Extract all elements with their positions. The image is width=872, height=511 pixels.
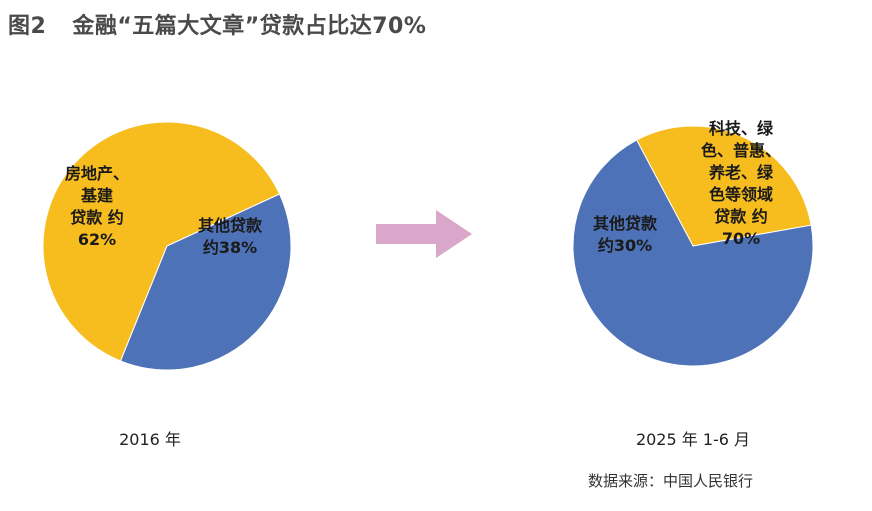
title-text: 金融“五篇大文章”贷款占比达70%: [72, 14, 427, 39]
pie-2-slice-1-label-line: 约30%: [598, 236, 652, 255]
pie-2-slice-2: [572, 139, 814, 367]
chart-title: 图2 金融“五篇大文章”贷款占比达70%: [8, 8, 426, 40]
pie-1-slice-1-label-line: 贷款 约: [70, 208, 124, 227]
pie-2-slice-1-label: 其他贷款约30%: [593, 214, 658, 255]
pie-1-slice-2-label: 其他贷款约38%: [198, 216, 263, 257]
pie-2-slice-1-label-line: 其他贷款: [593, 214, 658, 233]
pie-2-slice-2-label-line: 科技、绿: [709, 119, 774, 138]
pie-1-slice-1: [42, 121, 281, 362]
pie-2-slice-2-label-line: 色、普惠、: [701, 141, 781, 160]
pie-2-slice-2-label-line: 贷款 约: [714, 207, 768, 226]
pie-2-slice-2-label: 科技、绿色、普惠、养老、绿色等领域贷款 约 70%: [701, 119, 781, 248]
pie-2-slice-2-label-line: 色等领域: [709, 185, 773, 204]
pie-1-slice-2-label-line: 其他贷款: [198, 216, 263, 235]
pie-2-slice-2-label-line: 70%: [722, 229, 760, 248]
pie-1-slice-2-label-line: 约38%: [203, 238, 257, 257]
pie-1-slice-1-label-line: 62%: [78, 230, 116, 249]
right-arrow-icon: [376, 210, 472, 258]
pie-1-slice-2: [119, 193, 292, 371]
pie-1-period-label: 2016 年: [119, 430, 181, 449]
data-source: 数据来源：中国人民银行: [588, 472, 754, 490]
pie-2-slice-2-label-line: 养老、绿: [708, 163, 774, 182]
pie-1-slice-1-label-line: 基建: [80, 186, 113, 205]
pie-1-slice-1-label: 房地产、基建贷款 约 62%: [65, 164, 129, 249]
pie-2-period-label: 2025 年 1-6 月: [636, 430, 750, 449]
figure-number: 图2: [8, 14, 47, 39]
pie-2-slice-1: [635, 125, 812, 247]
pie-1-slice-1-label-line: 房地产、: [65, 164, 129, 183]
